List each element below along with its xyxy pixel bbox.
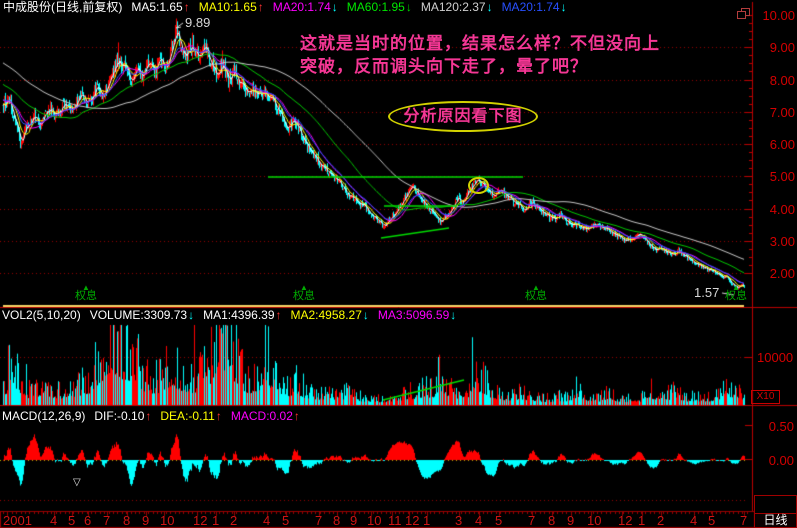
time-tick-label: 12 (405, 513, 420, 528)
time-tick-label: 2 (230, 513, 238, 528)
price-tick-label: 2.00 (769, 266, 795, 281)
time-tick-label: 1 (212, 513, 220, 528)
time-tick-label: 10 (160, 513, 175, 528)
price-tick-label: 6.00 (769, 137, 795, 152)
volume-multiplier-badge: X10 (751, 390, 780, 404)
time-tick-label: 4 (475, 513, 483, 528)
volume-scale-label: 10000 (757, 350, 794, 365)
dividend-marker[interactable]: ▲ 权息 (525, 283, 547, 302)
macd-zero-label: 0.00 (768, 453, 794, 468)
time-tick-label: 7 (528, 513, 536, 528)
macd-upper-label: 0.50 (768, 419, 794, 434)
cursor-marker: ▽ (73, 477, 81, 488)
restore-window-icon[interactable] (737, 8, 750, 20)
down-arrow-icon: ↓ (331, 0, 338, 14)
time-tick-label: 5 (708, 513, 716, 528)
time-tick-label: 9 (350, 513, 358, 528)
dividend-triangle-icon: ▲ (532, 283, 540, 292)
main-ma-segment: MA20:1.74 ↓ (501, 0, 567, 14)
time-tick-label: 7 (740, 513, 748, 528)
macd-val-segment: MACD:0.02 ↑ (230, 409, 300, 423)
time-tick-label: 10 (587, 513, 602, 528)
macd-val-segment: DIF:-0.10 ↑ (94, 409, 152, 423)
vol-ma-segment: MA1:4396.39 ↑ (203, 308, 282, 322)
dividend-marker[interactable]: ▲ 权息 (75, 283, 97, 302)
down-arrow-icon: ↓ (560, 0, 567, 14)
time-tick-label: 5 (282, 513, 290, 528)
macd-header: MACD(12,26,9) DIF:-0.10 ↑ DEA:-0.11 ↑ MACD:0.… (2, 410, 300, 423)
time-tick-label: 4 (50, 513, 58, 528)
up-arrow-icon: ↑ (293, 409, 300, 423)
main-ma-segment: 中成股份(日线,前复权) (3, 0, 123, 14)
vol-ma-segment: MA2:4958.27 ↓ (290, 308, 369, 322)
dividend-marker[interactable]: ▲ 权息 (293, 283, 315, 302)
analysis-oval: 分析原因看下图 (388, 101, 538, 132)
axis-corner-box (754, 495, 797, 514)
time-tick-label: 6 (84, 513, 92, 528)
time-tick-label: 7 (103, 513, 111, 528)
time-tick-label: 12 (193, 513, 208, 528)
dividend-triangle-icon: ▲ (300, 283, 308, 292)
main-ma-segment: MA10:1.65 ↑ (198, 0, 264, 14)
macd-val-segment: DEA:-0.11 ↑ (160, 409, 222, 423)
up-arrow-icon: ↑ (183, 0, 190, 14)
time-tick-label: 8 (123, 513, 131, 528)
down-arrow-icon: ↓ (405, 0, 412, 14)
volume-header: VOL2(5,10,20) VOLUME:3309.73 ↓ MA1:4396.39 ↑… (2, 309, 456, 322)
dividend-triangle-icon: ▲ (82, 283, 90, 292)
time-tick-label: 1 (638, 513, 646, 528)
price-tick-label: 7.00 (769, 104, 795, 120)
up-arrow-icon: ↑ (145, 409, 152, 423)
price-tick-label: 10.00 (762, 8, 795, 23)
time-tick-label: 2 (657, 513, 665, 528)
time-tick-label: 4 (263, 513, 271, 528)
time-tick-label: 5 (495, 513, 503, 528)
time-tick-label: 7 (315, 513, 323, 528)
time-tick-label: 10 (367, 513, 382, 528)
main-ma-segment: MA20:1.74 ↓ (272, 0, 338, 14)
time-tick-label: 5 (68, 513, 76, 528)
macd-val-segment: MACD(12,26,9) (2, 409, 86, 423)
period-button[interactable]: 日线 (754, 513, 797, 528)
time-tick-label: 12 (618, 513, 633, 528)
time-tick-label: 2001年 (3, 513, 32, 528)
down-arrow-icon: ↓ (486, 0, 493, 14)
time-tick-label: 3 (455, 513, 463, 528)
dividend-triangle-icon: ▲ (732, 283, 740, 292)
price-tick-label: 5.00 (769, 169, 795, 185)
main-chart-header: 中成股份(日线,前复权) MA5:1.65 ↑ MA10:1.65 ↑ MA20:1.74… (3, 1, 567, 14)
time-tick-label: 8 (548, 513, 556, 528)
vol-ma-segment: MA3:5096.59 ↓ (377, 308, 457, 322)
main-ma-segment: MA5:1.65 ↑ (131, 0, 190, 14)
peak-price-label: 9.89 (185, 15, 211, 30)
price-tick-label: 9.00 (769, 40, 795, 56)
last-price-label: 1.57 (694, 285, 720, 300)
annotation-line1: 这就是当时的位置，结果怎么样？不但没向上 (300, 34, 660, 53)
main-ma-segment: MA120:2.37 ↓ (420, 0, 493, 14)
price-tick-label: 4.00 (769, 201, 795, 217)
price-tick-label: 8.00 (769, 72, 795, 88)
annotation-line2: 突破，反而调头向下走了，晕了吧？ (300, 57, 588, 76)
highlight-circle (468, 177, 489, 194)
down-arrow-icon: ↓ (188, 308, 195, 322)
up-arrow-icon: ↑ (215, 409, 222, 423)
time-tick-label: 9 (142, 513, 150, 528)
down-arrow-icon: ↓ (450, 308, 457, 322)
analysis-oval-text: 分析原因看下图 (403, 108, 523, 125)
time-tick-label: 11 (388, 513, 402, 528)
time-tick-label: 1 (423, 513, 431, 528)
dividend-marker[interactable]: ▲ 权息 (725, 283, 747, 302)
time-tick-label: 8 (333, 513, 341, 528)
up-arrow-icon: ↑ (275, 308, 282, 322)
time-tick-label: 4 (690, 513, 698, 528)
price-tick-label: 3.00 (769, 233, 795, 249)
vol-ma-segment: VOL2(5,10,20) (2, 308, 81, 322)
time-tick-label: 9 (567, 513, 575, 528)
up-arrow-icon: ↑ (257, 0, 264, 14)
down-arrow-icon: ↓ (362, 308, 369, 322)
vol-ma-segment: VOLUME:3309.73 ↓ (89, 308, 195, 322)
main-ma-segment: MA60:1.95 ↓ (346, 0, 412, 14)
